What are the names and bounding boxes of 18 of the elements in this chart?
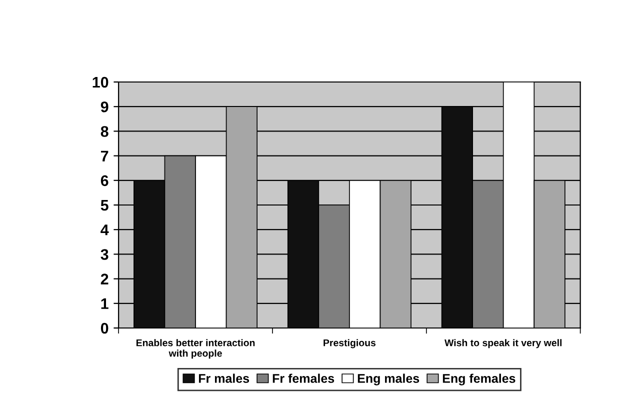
- legend-label: Eng males: [358, 374, 420, 386]
- y-tick-label: 3: [100, 249, 108, 260]
- y-tick-label: 7: [101, 150, 108, 162]
- legend-label: Fr males: [198, 374, 250, 383]
- y-tick-label: 6: [100, 175, 108, 186]
- y-tick-label: 8: [100, 126, 108, 137]
- y-tick-label: 0: [100, 322, 108, 334]
- y-tick-label: 4: [100, 224, 109, 236]
- y-tick-label: 1: [101, 298, 108, 309]
- x-tick-label: Prestigious: [324, 339, 376, 348]
- x-tick-label: Wish to speak it very well: [444, 339, 562, 348]
- x-tick-label: Enables better interaction with people: [136, 339, 255, 359]
- y-tick-label: 2: [100, 274, 108, 284]
- legend-label: Fr females: [272, 374, 334, 383]
- y-tick-label: 9: [100, 101, 108, 112]
- y-tick-label: 10: [92, 76, 108, 88]
- legend-label: Eng females: [442, 374, 516, 386]
- y-tick-label: 5: [100, 200, 108, 211]
